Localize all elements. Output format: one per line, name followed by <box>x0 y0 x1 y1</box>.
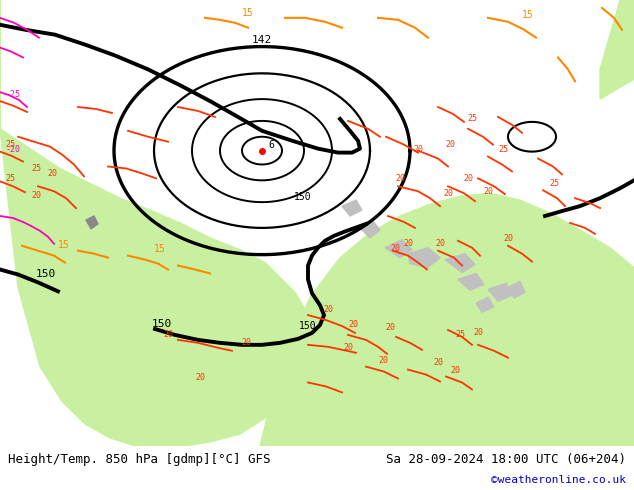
Text: Height/Temp. 850 hPa [gdmp][°C] GFS: Height/Temp. 850 hPa [gdmp][°C] GFS <box>8 453 271 466</box>
Polygon shape <box>358 220 380 238</box>
Polygon shape <box>458 273 484 291</box>
Text: 20: 20 <box>385 323 395 332</box>
Text: 20: 20 <box>195 372 205 382</box>
Text: ©weatheronline.co.uk: ©weatheronline.co.uk <box>491 475 626 485</box>
Text: 20: 20 <box>31 191 41 200</box>
Text: 20: 20 <box>473 328 483 337</box>
Polygon shape <box>0 0 634 446</box>
Text: 20: 20 <box>343 343 353 352</box>
Text: Sa 28-09-2024 18:00 UTC (06+204): Sa 28-09-2024 18:00 UTC (06+204) <box>386 453 626 466</box>
Text: 20: 20 <box>463 174 473 183</box>
Polygon shape <box>488 283 512 301</box>
Text: 150: 150 <box>299 321 317 331</box>
Text: 25: 25 <box>549 179 559 188</box>
Text: 20: 20 <box>241 338 251 347</box>
Polygon shape <box>342 200 362 216</box>
Text: 20: 20 <box>433 358 443 367</box>
Text: 20: 20 <box>378 356 388 365</box>
Text: 25: 25 <box>5 140 15 148</box>
Text: 20: 20 <box>503 234 513 243</box>
Text: 20: 20 <box>163 330 173 339</box>
Polygon shape <box>476 297 494 312</box>
Polygon shape <box>0 0 310 446</box>
Text: 25: 25 <box>455 330 465 339</box>
Text: 20: 20 <box>435 239 445 248</box>
Text: 20: 20 <box>390 244 400 253</box>
Polygon shape <box>508 281 525 298</box>
Text: 15: 15 <box>154 244 166 254</box>
Text: 25: 25 <box>5 174 15 183</box>
Text: 15: 15 <box>522 10 534 20</box>
Text: 20: 20 <box>323 305 333 314</box>
Polygon shape <box>260 193 634 446</box>
Text: 20: 20 <box>413 145 423 153</box>
Text: 20: 20 <box>450 366 460 374</box>
Polygon shape <box>86 216 98 229</box>
Text: 150: 150 <box>152 319 172 329</box>
Text: 150: 150 <box>294 192 312 202</box>
Text: 20: 20 <box>47 170 57 178</box>
Text: 20: 20 <box>403 239 413 248</box>
Text: 25: 25 <box>31 165 41 173</box>
Polygon shape <box>445 254 475 272</box>
Text: -25: -25 <box>6 90 21 99</box>
Text: 20: 20 <box>445 140 455 148</box>
Polygon shape <box>408 248 440 268</box>
Text: 20: 20 <box>443 189 453 198</box>
Text: 6: 6 <box>268 140 274 149</box>
Polygon shape <box>600 0 634 99</box>
Text: 20: 20 <box>348 320 358 329</box>
Text: 15: 15 <box>58 240 70 250</box>
Text: 25: 25 <box>498 145 508 153</box>
Text: 142: 142 <box>252 35 272 45</box>
Text: 150: 150 <box>36 270 56 279</box>
Polygon shape <box>385 240 412 258</box>
Text: 15: 15 <box>242 8 254 18</box>
Text: -20: -20 <box>6 145 21 153</box>
Text: 20: 20 <box>395 174 405 183</box>
Text: 20: 20 <box>483 187 493 196</box>
Text: 25: 25 <box>467 114 477 123</box>
